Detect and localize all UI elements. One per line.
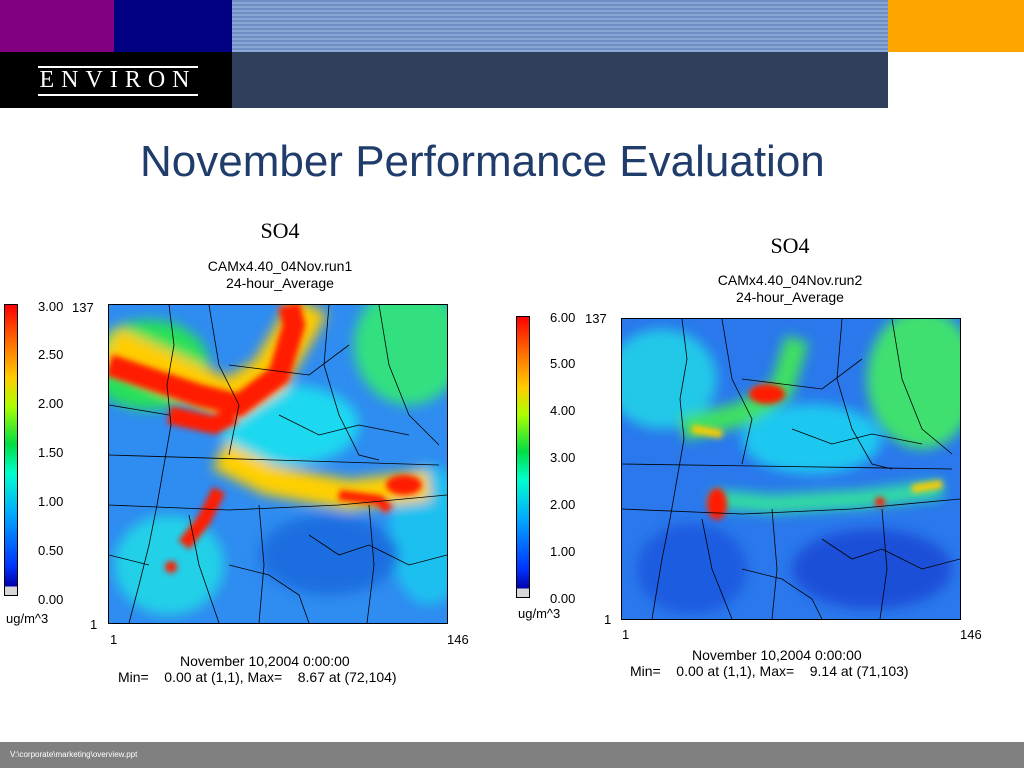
date-label: November 10,2004 0:00:00: [692, 647, 862, 663]
header-orange-block: [888, 0, 1024, 52]
colorbar-tick: 1.50: [38, 445, 64, 460]
min-max-label: Min= 0.00 at (1,1), Max= 9.14 at (71,103…: [630, 663, 909, 679]
average-label: 24-hour_Average: [226, 275, 334, 291]
header-slate-band: [232, 52, 888, 108]
colorbar-tick: 0.50: [38, 543, 64, 558]
y-axis-top-label: 137: [72, 300, 94, 315]
colorbar-tick: 1.00: [550, 544, 576, 559]
run-label: CAMx4.40_04Nov.run2: [717, 272, 863, 288]
colorbar-tick: 5.00: [550, 356, 576, 371]
header-purple-block: [0, 0, 114, 52]
header-logo-background: [0, 52, 232, 108]
colorbar-tick: 0.00: [38, 592, 64, 607]
x-axis-left-label: 1: [622, 627, 630, 642]
species-label: SO4: [770, 233, 810, 258]
units-label: ug/m^3: [518, 606, 561, 621]
logo-top-rule: [38, 66, 198, 68]
y-axis-bottom-label: 1: [604, 612, 612, 627]
x-axis-right-label: 146: [960, 627, 982, 642]
colorbar-tick: 6.00: [550, 310, 576, 325]
footer-file-path: V:\corporate\marketing\overview.ppt: [10, 750, 138, 759]
species-label: SO4: [260, 218, 300, 243]
units-label: ug/m^3: [6, 611, 49, 626]
header-striped-band: [232, 0, 888, 52]
date-label: November 10,2004 0:00:00: [180, 653, 350, 669]
colorbar-tick: 2.00: [38, 396, 64, 411]
y-axis-top-label: 137: [585, 311, 607, 326]
colorbar-tick: 3.00: [38, 299, 64, 314]
concentration-map: [621, 318, 961, 620]
map-graphic: [109, 305, 447, 623]
y-axis-bottom-label: 1: [90, 617, 98, 632]
header-navy-block: [114, 0, 232, 52]
colorbar-tick: 2.50: [38, 347, 64, 362]
average-label: 24-hour_Average: [736, 289, 844, 305]
colorbar: [4, 304, 18, 596]
slide-title: November Performance Evaluation: [140, 137, 825, 186]
logo-bottom-rule: [38, 94, 198, 96]
colorbar-tick: 4.00: [550, 403, 576, 418]
concentration-map: [108, 304, 448, 624]
colorbar: [516, 316, 530, 598]
min-max-label: Min= 0.00 at (1,1), Max= 8.67 at (72,104…: [118, 669, 397, 685]
colorbar-tick: 3.00: [550, 450, 576, 465]
x-axis-right-label: 146: [447, 632, 469, 647]
run-label: CAMx4.40_04Nov.run1: [207, 258, 353, 274]
x-axis-left-label: 1: [110, 632, 118, 647]
environ-logo: ENVIRON: [39, 67, 197, 93]
colorbar-tick: 2.00: [550, 497, 576, 512]
footer-bar: [0, 742, 1024, 768]
colorbar-tick: 1.00: [38, 494, 64, 509]
colorbar-tick: 0.00: [550, 591, 576, 606]
map-graphic: [622, 319, 960, 619]
